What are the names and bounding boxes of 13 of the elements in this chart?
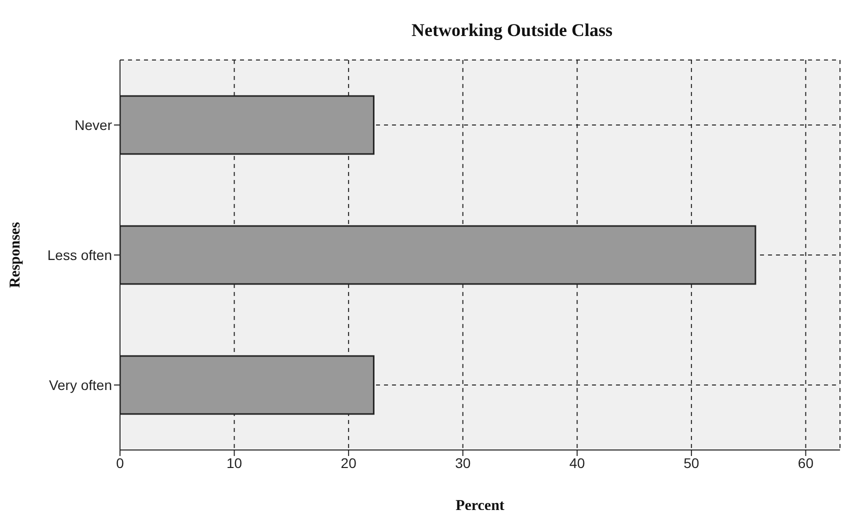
chart-title: Networking Outside Class	[410, 20, 614, 41]
y-tick-label: Less often	[47, 246, 112, 263]
y-axis-title: Responses	[7, 222, 24, 288]
y-tick-label: Very often	[48, 376, 112, 393]
x-tick-label: 10	[226, 454, 242, 471]
x-tick-label: 50	[684, 454, 700, 471]
y-tick-label: Never	[74, 116, 112, 133]
x-tick-label: 0	[116, 454, 124, 471]
x-tick-label: 60	[798, 454, 814, 471]
x-tick-label: 20	[340, 454, 357, 471]
x-tick-label: 30	[455, 454, 471, 471]
x-tick-label: 40	[569, 454, 586, 471]
x-axis-title: Percent	[456, 498, 504, 514]
